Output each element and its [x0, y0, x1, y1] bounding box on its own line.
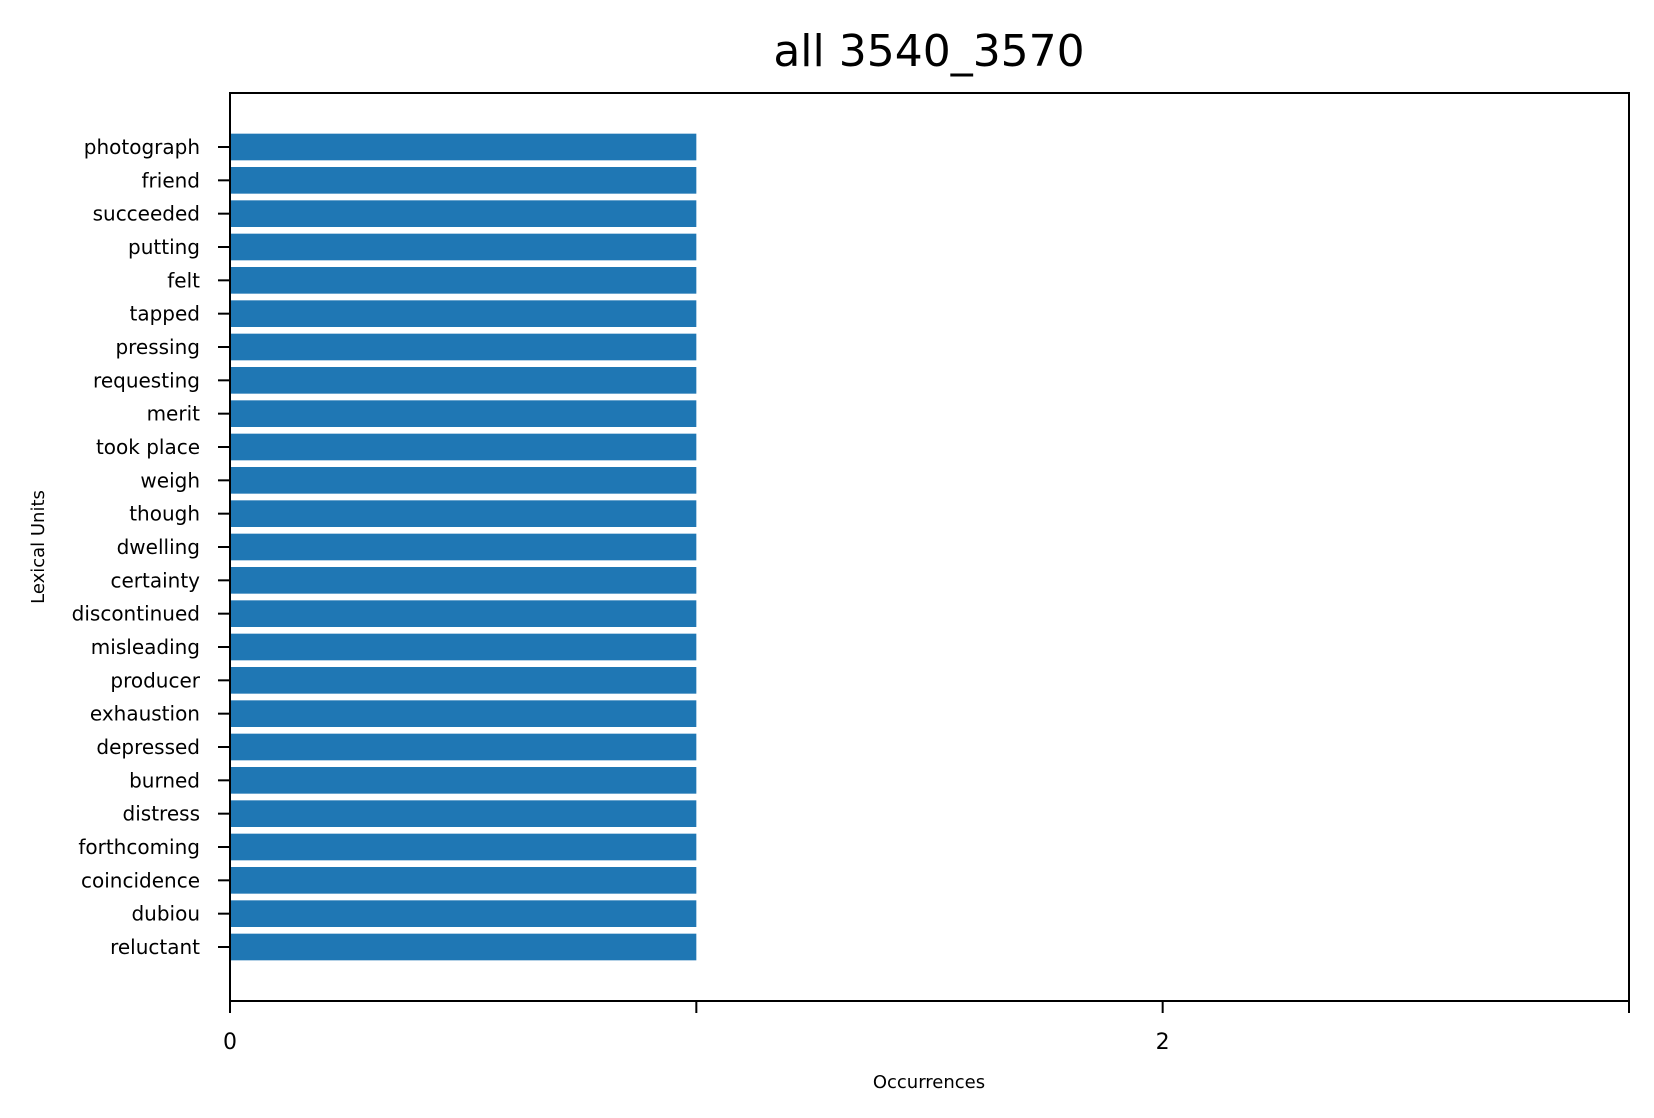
x-tick-label: 0: [223, 1030, 237, 1055]
y-tick-label: reluctant: [110, 935, 200, 959]
bars-group: [230, 133, 697, 961]
x-axis-label: Occurrences: [873, 1072, 985, 1093]
y-tick-label: discontinued: [72, 602, 200, 626]
bar: [230, 800, 697, 827]
bar: [230, 733, 697, 761]
bar: [230, 300, 697, 327]
bar: [230, 333, 697, 361]
y-tick-label: distress: [123, 802, 200, 826]
bar: [230, 367, 697, 394]
bar: [230, 467, 697, 494]
y-axis-ticks: photograph friend succeeded putting felt tapp…: [72, 135, 230, 959]
bar: [230, 900, 697, 927]
bar: [230, 433, 697, 461]
bar: [230, 533, 697, 561]
bar: [230, 567, 697, 594]
bar: [230, 267, 697, 294]
bar: [230, 167, 697, 194]
y-tick-label: depressed: [96, 735, 200, 759]
y-tick-label: tapped: [130, 302, 201, 326]
y-tick-label: felt: [167, 268, 200, 292]
y-tick-label: misleading: [91, 635, 200, 659]
y-tick-label: certainty: [110, 568, 200, 592]
bar: [230, 767, 697, 794]
y-tick-label: exhaustion: [90, 702, 200, 726]
y-tick-label: burned: [129, 768, 200, 792]
y-axis-label: Lexical Units: [28, 490, 49, 604]
bar: [230, 633, 697, 661]
y-tick-label: succeeded: [93, 202, 200, 226]
y-tick-label: dwelling: [117, 535, 200, 559]
bar: [230, 233, 697, 261]
y-tick-label: producer: [110, 668, 200, 692]
y-tick-label: weigh: [140, 468, 200, 492]
x-tick-label: 2: [1156, 1030, 1170, 1055]
bar: [230, 500, 697, 527]
y-tick-label: took place: [96, 435, 200, 459]
y-tick-label: requesting: [93, 368, 200, 392]
y-tick-label: coincidence: [81, 868, 200, 892]
bar: [230, 700, 697, 727]
y-tick-label: putting: [128, 235, 200, 259]
bar: [230, 933, 697, 961]
y-tick-label: though: [129, 502, 200, 526]
chart-title: all 3540_3570: [773, 26, 1084, 77]
y-tick-label: dubiou: [131, 902, 200, 926]
bar: [230, 400, 697, 427]
y-tick-label: photograph: [84, 135, 200, 159]
bar: [230, 200, 697, 227]
plot-frame: [229, 92, 1630, 1002]
bar: [230, 133, 697, 161]
y-tick-label: merit: [147, 402, 201, 426]
y-tick-label: forthcoming: [78, 835, 200, 859]
bar: [230, 667, 697, 694]
bar: [230, 867, 697, 894]
bar: [230, 833, 697, 861]
y-tick-label: friend: [142, 168, 201, 192]
bar: [230, 600, 697, 627]
y-tick-label: pressing: [115, 335, 200, 359]
